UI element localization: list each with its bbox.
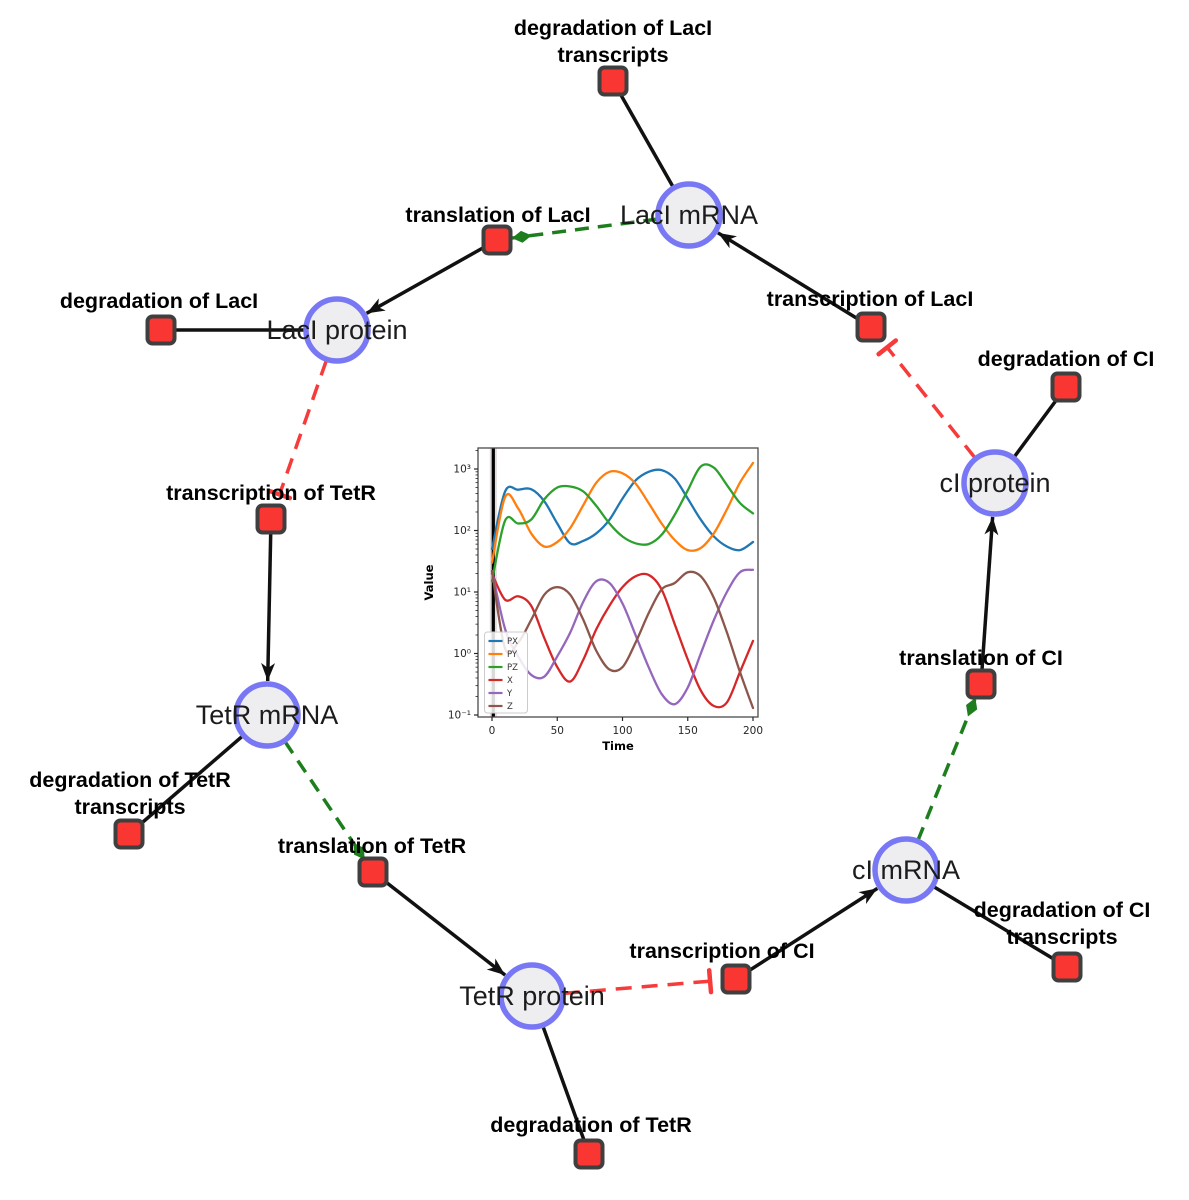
edge-product-transl-ci-ci-protein	[979, 516, 999, 685]
edge-product-transl-laci-laci-protein	[365, 238, 498, 315]
edge-modifier-tetr-mrna-transl-tetr	[283, 740, 367, 861]
x-axis-title: Time	[602, 739, 634, 753]
y-axis-title: Value	[422, 564, 436, 600]
reaction-label-deg-laci: degradation of LacI	[60, 289, 258, 313]
reaction-label-deg-laci-tx: degradation of LacI transcripts	[514, 16, 712, 67]
chart-plot-area	[489, 448, 755, 717]
x-tick-label: 100	[612, 725, 632, 737]
edge-product-tx-ci-ci-mrna	[735, 886, 879, 981]
reaction-label-line: transcription of LacI	[767, 287, 974, 311]
legend-label-py: PY	[507, 650, 518, 660]
reaction-label-transl-ci: translation of CI	[899, 646, 1063, 670]
species-label-laci-protein: LacI protein	[266, 315, 407, 345]
reaction-label-line: translation of CI	[899, 646, 1063, 670]
reaction-node-transl-tetr[interactable]	[357, 856, 389, 888]
reaction-label-deg-ci: degradation of CI	[978, 347, 1155, 371]
reaction-node-deg-ci[interactable]	[1050, 371, 1082, 403]
reaction-label-deg-tetr: degradation of TetR	[490, 1113, 692, 1137]
reaction-label-deg-tetr-tx: degradation of TetR transcripts	[29, 768, 231, 819]
series-line-pz	[490, 463, 755, 583]
reaction-node-deg-laci-tx[interactable]	[597, 65, 629, 97]
species-node-tetr-protein[interactable]	[498, 962, 566, 1030]
y-tick-label: 10¹	[453, 587, 471, 599]
x-tick-label: 200	[743, 725, 763, 737]
reaction-label-line: translation of TetR	[278, 834, 467, 858]
chart-inset: 0 50 100 150 20010⁻¹10⁰10¹10²10³TimeValuePXP…	[422, 447, 763, 753]
species-label-tetr-protein: TetR protein	[459, 981, 605, 1011]
reaction-label-line: degradation of LacI	[514, 16, 712, 40]
series-line-py	[490, 461, 755, 564]
reaction-label-line: transcription of TetR	[166, 481, 376, 505]
y-tick-label: 10⁻¹	[448, 710, 471, 722]
edge-modifier-laci-mrna-transl-laci	[511, 217, 658, 243]
chart-frame	[477, 447, 759, 718]
reaction-label-tx-tetr: transcription of TetR	[166, 481, 376, 505]
species-layer	[233, 181, 1029, 1030]
edge-product-tx-laci-laci-mrna	[717, 231, 872, 329]
reaction-label-deg-ci-tx: degradation of CI transcripts	[974, 898, 1151, 949]
legend-label-pz: PZ	[507, 663, 518, 673]
reaction-node-tx-laci[interactable]	[855, 311, 887, 343]
reaction-node-deg-tetr[interactable]	[573, 1138, 605, 1170]
reaction-node-deg-tetr-tx[interactable]	[113, 818, 145, 850]
species-label-ci-protein: cI protein	[939, 468, 1050, 498]
y-tick-label: 10²	[453, 525, 471, 537]
legend-label-y: Y	[506, 689, 513, 699]
species-label-laci-mrna: LacI mRNA	[620, 200, 758, 230]
reaction-label-line: degradation of CI	[974, 898, 1151, 922]
reaction-label-line: degradation of LacI	[60, 289, 258, 313]
reaction-label-line: transcripts	[1006, 925, 1117, 949]
species-node-laci-mrna[interactable]	[655, 181, 723, 249]
reaction-label-line: transcripts	[557, 43, 668, 67]
x-tick-label: 150	[678, 725, 698, 737]
reaction-label-line: degradation of CI	[978, 347, 1155, 371]
reaction-label-transl-laci: translation of LacI	[405, 203, 590, 227]
x-tick-label: 0	[489, 725, 496, 737]
reactions-layer	[113, 65, 1083, 1170]
x-tick-label: 50	[551, 725, 564, 737]
edge-inhibitor-ci-protein-tx-laci	[887, 347, 977, 460]
reaction-label-tx-laci: transcription of LacI	[767, 287, 974, 311]
reaction-node-transl-laci[interactable]	[481, 224, 513, 256]
species-node-ci-mrna[interactable]	[872, 836, 940, 904]
legend-label-z: Z	[507, 702, 513, 712]
species-node-ci-protein[interactable]	[961, 449, 1029, 517]
reaction-label-line: translation of LacI	[405, 203, 590, 227]
chart-legend: PX PY PZ XYZ	[484, 631, 528, 714]
species-node-laci-protein[interactable]	[303, 296, 371, 364]
labels-layer: LacI mRNA LacI protein cI protein TetR mRNA…	[29, 16, 1154, 1137]
reaction-node-deg-ci-tx[interactable]	[1051, 951, 1083, 983]
reaction-label-transl-tetr: translation of TetR	[278, 834, 467, 858]
edges-layer	[127, 80, 1068, 1155]
edge-product-transl-tetr-tetr-protein	[371, 870, 507, 977]
reaction-label-line: transcription of CI	[629, 939, 814, 963]
species-label-tetr-mrna: TetR mRNA	[196, 700, 339, 730]
reaction-node-transl-ci[interactable]	[965, 668, 997, 700]
y-tick-label: 10⁰	[453, 648, 471, 660]
reaction-label-line: transcripts	[74, 795, 185, 819]
series-line-z	[490, 569, 755, 710]
species-label-ci-mrna: cI mRNA	[852, 855, 960, 885]
legend-label-px: PX	[507, 637, 518, 647]
y-tick-label: 10³	[453, 464, 471, 476]
reaction-label-line: degradation of TetR	[490, 1113, 692, 1137]
legend-label-x: X	[507, 676, 513, 686]
legend-box	[484, 631, 528, 714]
series-line-y	[490, 568, 755, 706]
reaction-node-tx-ci[interactable]	[720, 963, 752, 995]
edge-modifier-ci-mrna-transl-ci	[916, 697, 978, 841]
reaction-label-line: degradation of TetR	[29, 768, 231, 792]
reaction-label-tx-ci: transcription of CI	[629, 939, 814, 963]
edge-inhibitor-laci-protein-tx-tetr	[280, 359, 329, 494]
reaction-node-tx-tetr[interactable]	[255, 503, 287, 535]
series-line-px	[490, 468, 755, 552]
reaction-node-deg-laci[interactable]	[145, 314, 177, 346]
species-node-tetr-mrna[interactable]	[233, 681, 301, 749]
edge-product-tx-tetr-tetr-mrna	[261, 518, 276, 682]
